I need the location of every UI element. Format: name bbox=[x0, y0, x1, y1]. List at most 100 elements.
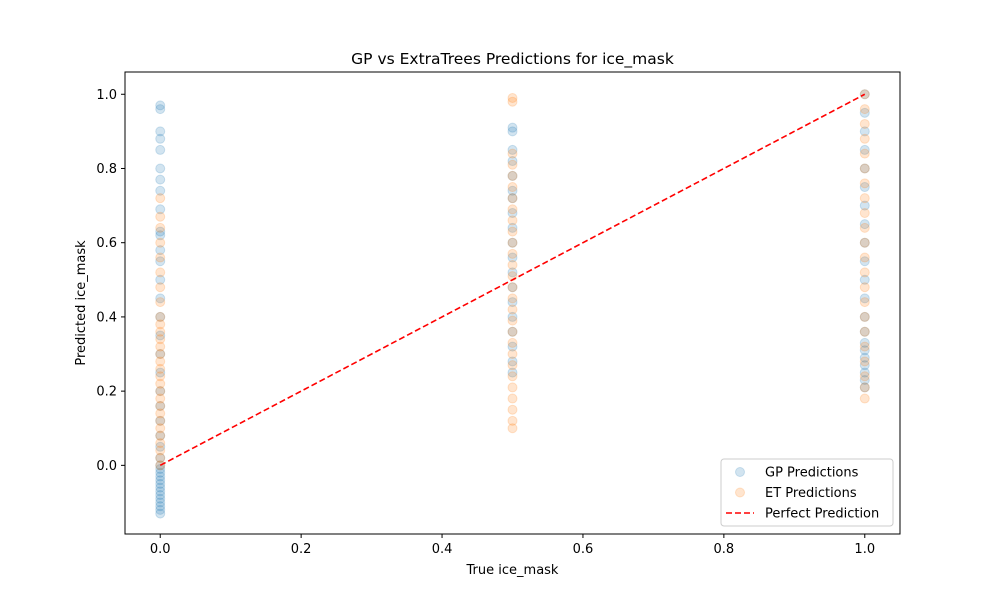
point-et-predictions bbox=[155, 452, 166, 463]
point-gp-predictions bbox=[155, 274, 166, 285]
point-gp-predictions bbox=[155, 501, 166, 512]
legend-marker-et-predictions bbox=[735, 487, 745, 498]
point-gp-predictions bbox=[155, 441, 166, 452]
point-et-predictions bbox=[507, 182, 518, 193]
point-gp-predictions bbox=[155, 482, 166, 493]
point-et-predictions bbox=[859, 133, 870, 144]
point-gp-predictions bbox=[507, 122, 518, 133]
y-tick-label: 0.8 bbox=[96, 162, 117, 177]
point-gp-predictions bbox=[155, 144, 166, 155]
point-gp-predictions bbox=[155, 133, 166, 144]
point-gp-predictions bbox=[155, 104, 166, 115]
legend-label-perfect-prediction: Perfect Prediction bbox=[765, 507, 879, 522]
point-gp-predictions bbox=[859, 219, 870, 230]
point-gp-predictions bbox=[155, 245, 166, 256]
point-gp-predictions bbox=[155, 475, 166, 486]
point-gp-predictions bbox=[155, 490, 166, 501]
point-et-predictions bbox=[155, 341, 166, 352]
point-et-predictions bbox=[507, 204, 518, 215]
series-gp-predictions bbox=[155, 89, 870, 519]
point-et-predictions bbox=[507, 148, 518, 159]
point-et-predictions bbox=[859, 237, 870, 248]
point-et-predictions bbox=[507, 337, 518, 348]
point-et-predictions bbox=[155, 386, 166, 397]
point-et-predictions bbox=[507, 360, 518, 371]
point-et-predictions bbox=[859, 371, 870, 382]
point-et-predictions bbox=[507, 326, 518, 337]
point-et-predictions bbox=[507, 159, 518, 170]
point-gp-predictions bbox=[155, 478, 166, 489]
point-et-predictions bbox=[155, 423, 166, 434]
point-gp-predictions bbox=[155, 471, 166, 482]
point-gp-predictions bbox=[155, 467, 166, 478]
point-gp-predictions bbox=[507, 252, 518, 263]
point-et-predictions bbox=[859, 178, 870, 189]
point-gp-predictions bbox=[859, 182, 870, 193]
point-gp-predictions bbox=[155, 349, 166, 360]
point-gp-predictions bbox=[859, 274, 870, 285]
point-gp-predictions bbox=[859, 237, 870, 248]
point-gp-predictions bbox=[155, 508, 166, 519]
point-et-predictions bbox=[507, 393, 518, 404]
point-gp-predictions bbox=[507, 193, 518, 204]
point-et-predictions bbox=[155, 211, 166, 222]
y-tick-label: 0.0 bbox=[96, 459, 117, 474]
point-gp-predictions bbox=[859, 382, 870, 393]
point-et-predictions bbox=[859, 118, 870, 129]
point-et-predictions bbox=[507, 248, 518, 259]
point-gp-predictions bbox=[155, 400, 166, 411]
point-et-predictions bbox=[859, 341, 870, 352]
point-et-predictions bbox=[507, 304, 518, 315]
series-et-predictions bbox=[155, 89, 870, 471]
point-gp-predictions bbox=[507, 170, 518, 181]
point-et-predictions bbox=[859, 163, 870, 174]
point-et-predictions bbox=[507, 215, 518, 226]
point-gp-predictions bbox=[507, 311, 518, 322]
point-et-predictions bbox=[507, 315, 518, 326]
x-axis: 0.0 0.2 0.4 0.6 0.8 1.0 bbox=[150, 534, 875, 557]
point-gp-predictions bbox=[507, 267, 518, 278]
point-et-predictions bbox=[507, 237, 518, 248]
point-et-predictions bbox=[507, 371, 518, 382]
point-gp-predictions bbox=[155, 230, 166, 241]
point-gp-predictions bbox=[507, 144, 518, 155]
x-axis-label: True ice_mask bbox=[466, 563, 559, 578]
point-gp-predictions bbox=[155, 415, 166, 426]
point-et-predictions bbox=[859, 356, 870, 367]
point-et-predictions bbox=[859, 311, 870, 322]
point-et-predictions bbox=[507, 382, 518, 393]
point-et-predictions bbox=[155, 334, 166, 345]
legend-box bbox=[720, 458, 894, 527]
point-et-predictions bbox=[155, 282, 166, 293]
point-et-predictions bbox=[155, 408, 166, 419]
point-gp-predictions bbox=[859, 311, 870, 322]
point-et-predictions bbox=[155, 430, 166, 441]
y-tick-label: 0.6 bbox=[96, 236, 117, 251]
x-tick-label: 0.4 bbox=[432, 542, 453, 557]
point-et-predictions bbox=[155, 393, 166, 404]
point-gp-predictions bbox=[507, 208, 518, 219]
point-gp-predictions bbox=[155, 185, 166, 196]
point-gp-predictions bbox=[155, 386, 166, 397]
point-et-predictions bbox=[507, 92, 518, 103]
point-et-predictions bbox=[507, 193, 518, 204]
y-axis-label: Predicted ice_mask bbox=[74, 240, 89, 366]
point-gp-predictions bbox=[155, 367, 166, 378]
legend-label-et-predictions: ET Predictions bbox=[765, 486, 857, 501]
legend: GP Predictions ET Predictions Perfect Pred… bbox=[720, 458, 894, 527]
point-gp-predictions bbox=[859, 126, 870, 137]
point-et-predictions bbox=[859, 267, 870, 278]
point-gp-predictions bbox=[507, 326, 518, 337]
point-et-predictions bbox=[155, 193, 166, 204]
point-et-predictions bbox=[507, 96, 518, 107]
point-et-predictions bbox=[155, 378, 166, 389]
chart-title: GP vs ExtraTrees Predictions for ice_mas… bbox=[351, 50, 674, 69]
x-tick-label: 0.8 bbox=[714, 542, 735, 557]
point-gp-predictions bbox=[859, 345, 870, 356]
line-layer bbox=[159, 93, 866, 467]
point-gp-predictions bbox=[155, 163, 166, 174]
point-et-predictions bbox=[155, 267, 166, 278]
point-et-predictions bbox=[155, 415, 166, 426]
